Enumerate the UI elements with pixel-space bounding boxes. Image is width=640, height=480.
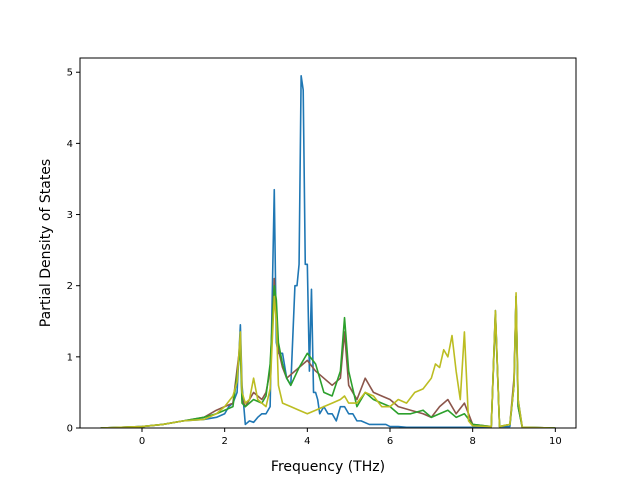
plot-area <box>79 57 577 429</box>
x-tick-label: 10 <box>549 436 562 447</box>
y-axis-ticks: 0 1 2 3 4 5 <box>67 68 80 435</box>
series-line-4 <box>100 292 556 428</box>
x-tick-label: 4 <box>304 436 310 447</box>
x-tick-label: 6 <box>387 436 393 447</box>
x-axis-ticks: 0 2 4 6 8 10 <box>139 428 562 447</box>
y-tick-label: 0 <box>67 424 73 435</box>
y-axis-label: Partial Density of States <box>38 159 54 327</box>
x-axis-label: Frequency (THz) <box>271 459 385 475</box>
y-tick-label: 5 <box>67 68 73 79</box>
y-tick-label: 4 <box>67 139 73 150</box>
y-tick-label: 1 <box>67 352 73 363</box>
x-tick-label: 8 <box>469 436 475 447</box>
x-tick-label: 2 <box>221 436 227 447</box>
series-group <box>100 74 556 428</box>
x-tick-label: 0 <box>139 436 145 447</box>
y-tick-label: 3 <box>67 210 73 221</box>
plot-frame <box>79 57 577 429</box>
y-tick-label: 2 <box>67 281 73 292</box>
